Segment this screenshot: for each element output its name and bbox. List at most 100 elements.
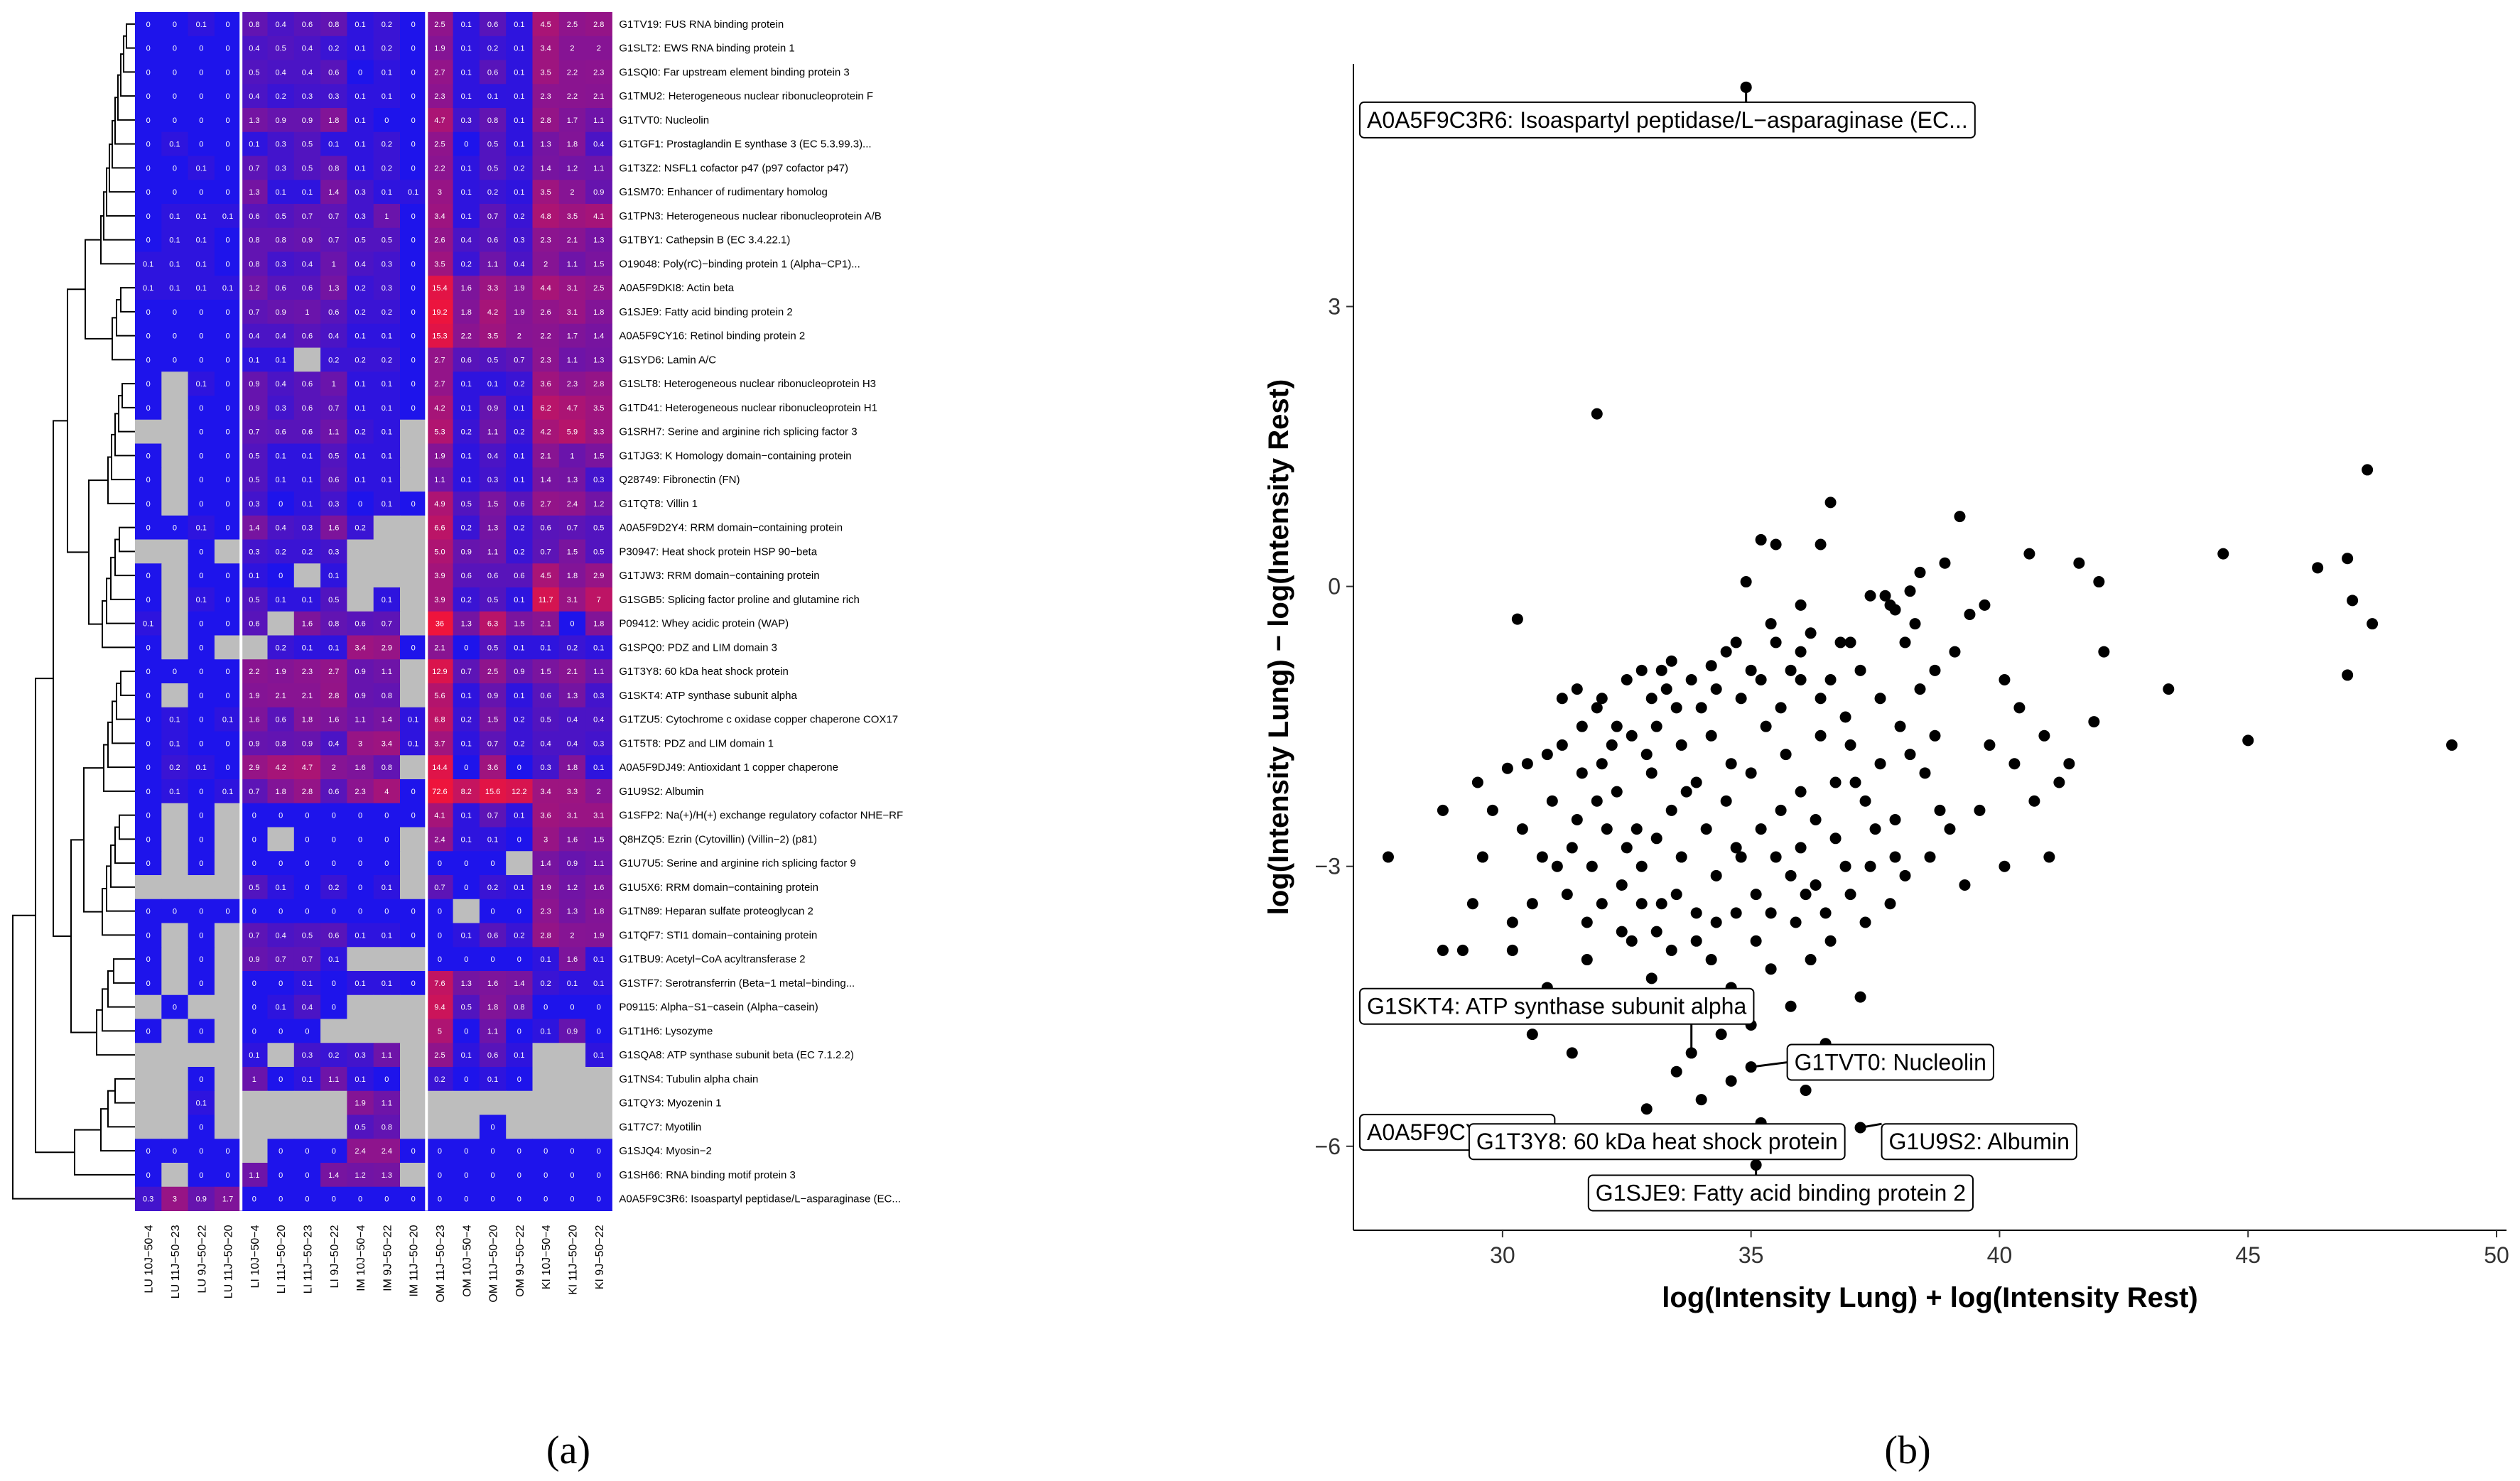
- heatmap-cell: [135, 587, 162, 612]
- heatmap-cell: [161, 396, 189, 421]
- heatmap-cell-value: 3: [173, 1195, 177, 1204]
- scatter-point: [1566, 1047, 1578, 1059]
- heatmap-cell: [293, 156, 321, 180]
- heatmap-cell-value: 0.1: [222, 788, 233, 796]
- heatmap-cell-value: 0.1: [302, 476, 313, 484]
- heatmap-cell-value: 2.5: [487, 668, 498, 676]
- heatmap-cell: [347, 803, 374, 828]
- heatmap-cell: [506, 971, 533, 996]
- heatmap-cell-value: 0.1: [461, 476, 472, 484]
- heatmap-cell: [532, 1114, 560, 1139]
- heatmap-cell: [267, 971, 295, 996]
- heatmap-cell: [267, 1114, 295, 1139]
- heatmap-cell-value: 0.2: [514, 164, 524, 173]
- y-tick-label: −6: [1315, 1134, 1341, 1159]
- heatmap-cell: [347, 635, 374, 660]
- heatmap-cell: [558, 755, 586, 780]
- heatmap-row-label: G1TMU2: Heterogeneous nuclear ribonucleo…: [619, 90, 873, 102]
- scatter-point: [1815, 729, 1827, 742]
- heatmap-cell: [135, 971, 162, 996]
- heatmap-cell: [241, 156, 268, 180]
- heatmap-cell: [453, 971, 480, 996]
- heatmap-cell: [320, 419, 347, 444]
- heatmap-cell: [135, 276, 162, 300]
- heatmap-cell: [267, 467, 295, 492]
- heatmap-cell: [585, 875, 612, 900]
- heatmap-cell: [135, 947, 162, 972]
- heatmap-cell-value: 4.4: [541, 284, 551, 293]
- heatmap-cell-value: 15.4: [432, 284, 447, 293]
- heatmap-cell: [241, 131, 268, 156]
- heatmap-cell: [135, 563, 162, 588]
- scatter-point: [1904, 585, 1916, 597]
- scatter-point: [1984, 739, 1996, 751]
- heatmap-cell-value: 36: [436, 620, 444, 629]
- heatmap-cell-value: 0.2: [276, 92, 286, 101]
- scatter-point: [1616, 926, 1628, 938]
- scatter-point: [1824, 497, 1837, 509]
- heatmap-cell: [585, 371, 612, 396]
- heatmap-cell: [426, 131, 454, 156]
- heatmap-cell-value: 0: [225, 141, 229, 149]
- heatmap-cell-value: 0.9: [302, 739, 313, 748]
- heatmap-cell: [188, 923, 215, 948]
- heatmap-cell-value: 0: [146, 308, 151, 317]
- heatmap-cell: [214, 827, 242, 852]
- heatmap-cell-value: 6.3: [487, 620, 498, 629]
- heatmap-cell-value: 0: [279, 1075, 283, 1084]
- heatmap-cell: [453, 994, 480, 1019]
- heatmap-cell-value: 0.4: [276, 380, 286, 389]
- heatmap-cell: [506, 396, 533, 421]
- scatter-point: [1879, 590, 1891, 602]
- heatmap-cell: [558, 1067, 586, 1092]
- heatmap-cell: [188, 635, 215, 660]
- heatmap-cell-value: 0: [199, 332, 203, 341]
- scatter-point: [1919, 767, 1931, 779]
- heatmap-cell: [585, 611, 612, 636]
- heatmap-cell-value: 0.6: [541, 692, 551, 700]
- heatmap-cell-value: 0: [252, 859, 256, 868]
- heatmap-cell-value: 0.1: [169, 212, 180, 221]
- callout-label-box: [1881, 1123, 2077, 1161]
- heatmap-cell: [214, 323, 242, 348]
- heatmap-cell: [506, 683, 533, 708]
- heatmap-cell-value: 5.6: [434, 692, 445, 700]
- heatmap-cell: [161, 803, 189, 828]
- heatmap-row-label: G1TQT8: Villin 1: [619, 498, 698, 510]
- heatmap-cell-value: 1.6: [302, 620, 313, 629]
- heatmap-cell-value: 0.3: [276, 164, 286, 173]
- heatmap-cell-value: 0.1: [514, 21, 524, 29]
- heatmap-cell: [161, 683, 189, 708]
- scatter-point: [1819, 907, 1832, 919]
- heatmap-cell-value: 0: [252, 812, 256, 820]
- heatmap-cell-value: 0: [225, 332, 229, 341]
- heatmap-cell-value: 0.6: [328, 788, 339, 796]
- heatmap-cell-value: 1.8: [567, 764, 578, 772]
- heatmap-cell-value: 0.6: [514, 500, 524, 509]
- heatmap-cell-value: 0: [438, 1195, 442, 1204]
- heatmap-cell: [188, 371, 215, 396]
- heatmap-cell-value: 0: [146, 692, 151, 700]
- heatmap-cell-value: 2.5: [567, 21, 578, 29]
- heatmap-cell: [188, 1043, 215, 1068]
- heatmap-cell: [426, 204, 454, 229]
- heatmap-cell-value: 0: [411, 45, 416, 53]
- heatmap-cell: [214, 156, 242, 180]
- heatmap-cell-value: 0: [225, 476, 229, 484]
- scatter-point: [1899, 636, 1911, 649]
- heatmap-cell: [214, 419, 242, 444]
- heatmap-cell-value: 0.1: [355, 116, 365, 125]
- heatmap-cell-value: 0.1: [196, 1100, 207, 1108]
- heatmap-cell-value: 0: [173, 92, 177, 101]
- heatmap-cell: [479, 851, 507, 876]
- heatmap-cell-value: 0.1: [355, 404, 365, 413]
- heatmap-cell: [241, 659, 268, 684]
- scatter-point: [1874, 758, 1886, 770]
- heatmap-cell: [135, 60, 162, 85]
- heatmap-cell-value: 0: [358, 68, 362, 77]
- heatmap-cell: [373, 539, 401, 564]
- heatmap-cell: [241, 323, 268, 348]
- heatmap-cell-value: 0: [146, 212, 151, 221]
- heatmap-cell-value: 0: [252, 1027, 256, 1036]
- heatmap-cell-value: 1: [332, 260, 336, 268]
